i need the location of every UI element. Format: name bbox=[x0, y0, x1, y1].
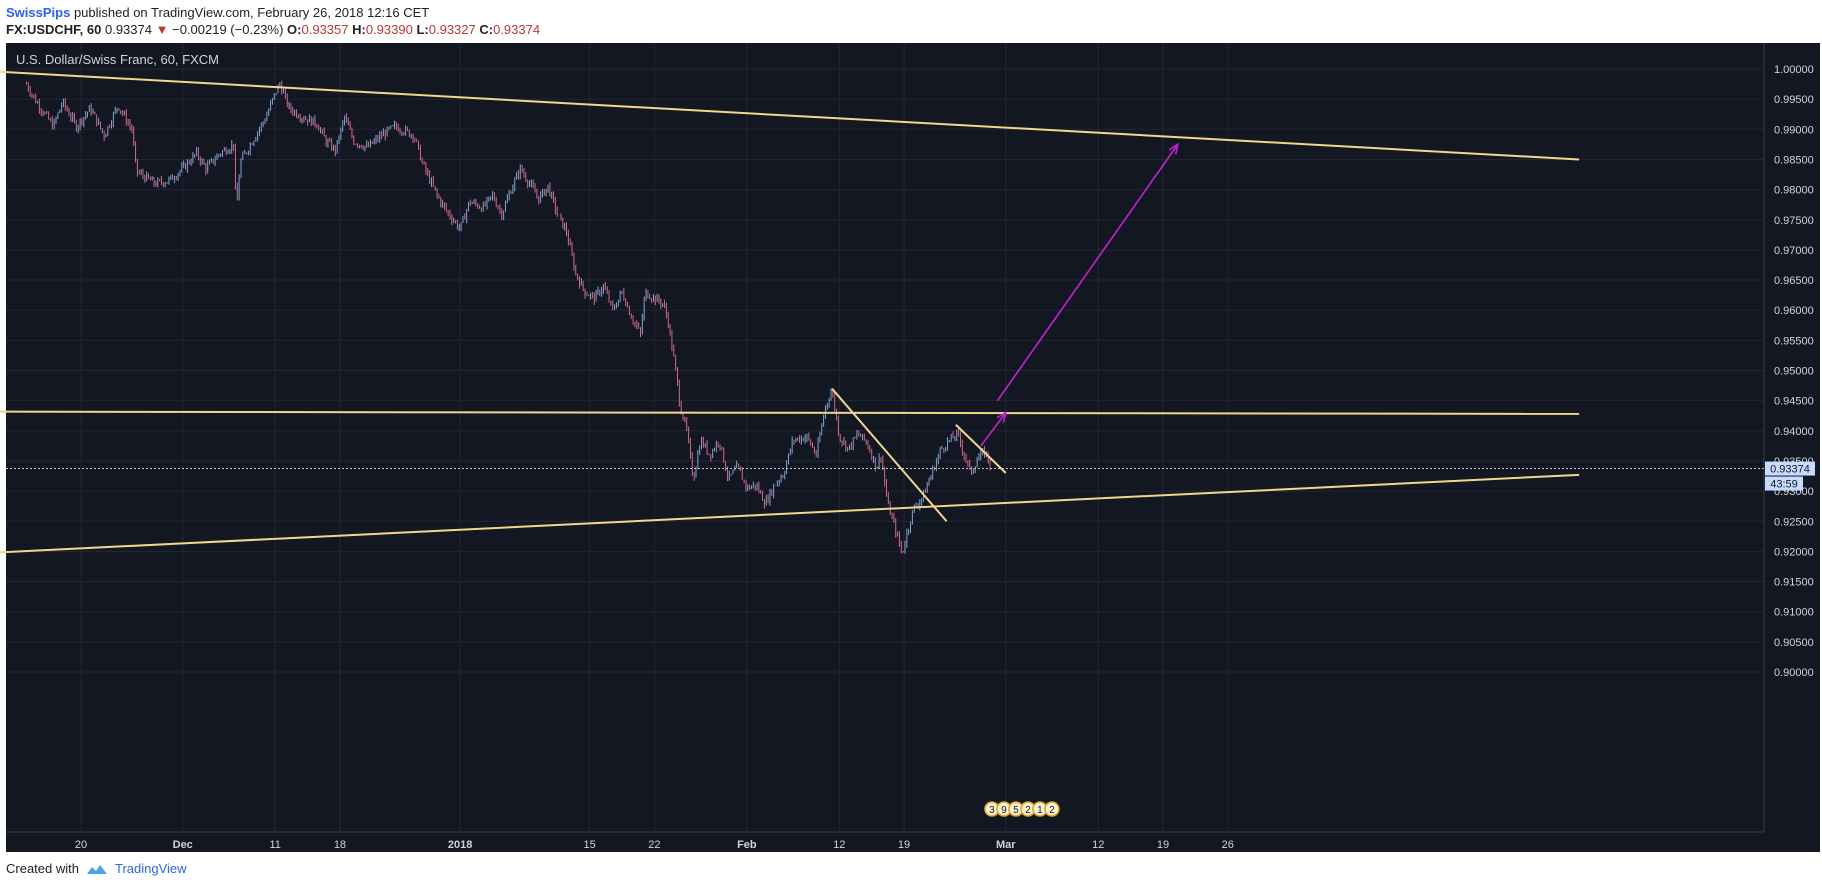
price-tick-label: 0.95500 bbox=[1774, 335, 1814, 347]
current-price-tag: 0.93374 43:59 bbox=[1765, 461, 1815, 491]
created-with-label: Created with bbox=[6, 861, 79, 876]
projection-arrow bbox=[980, 412, 1007, 447]
price-tick-label: 0.94500 bbox=[1774, 396, 1814, 408]
price-tick-label: 0.94000 bbox=[1774, 426, 1814, 438]
arrowhead bbox=[1168, 142, 1179, 155]
event-marker-count: 3 bbox=[989, 805, 995, 816]
trendline bbox=[955, 424, 1007, 474]
chart-canvas-background bbox=[6, 43, 1820, 852]
tradingview-link[interactable]: TradingView bbox=[114, 861, 187, 876]
time-tick-label: 19 bbox=[1157, 839, 1169, 851]
price-tick-label: 0.99000 bbox=[1774, 124, 1814, 136]
time-tick-label: 26 bbox=[1222, 839, 1234, 851]
time-tick-label: 15 bbox=[584, 839, 596, 851]
down-arrow-icon: ▼ bbox=[155, 22, 169, 37]
candles-layer bbox=[25, 80, 991, 554]
event-marker-count: 5 bbox=[1013, 805, 1019, 816]
time-axis[interactable]: 20 Dec 11 18 2018 15 22 Feb 12 19 Mar 12 19 26 bbox=[75, 839, 1234, 851]
chart-grid bbox=[6, 43, 1764, 832]
event-marker-count: 2 bbox=[1049, 805, 1055, 816]
price-tick-label: 0.91500 bbox=[1774, 577, 1814, 589]
low-value: 0.93327 bbox=[428, 22, 476, 37]
open-value: 0.93357 bbox=[301, 22, 349, 37]
price-tag-box bbox=[1765, 461, 1815, 476]
price-tick-label: 0.99500 bbox=[1774, 94, 1814, 106]
price-tick-label: 0.90500 bbox=[1774, 637, 1814, 649]
event-marker-count: 2 bbox=[1025, 805, 1031, 816]
high-label: H: bbox=[352, 22, 366, 37]
open-label: O: bbox=[287, 22, 302, 37]
low-label: L: bbox=[416, 22, 429, 37]
price-tick-label: 0.90000 bbox=[1774, 667, 1814, 679]
time-tick-label: 18 bbox=[334, 839, 346, 851]
time-tick-label: Mar bbox=[996, 839, 1016, 851]
event-marker-count: 9 bbox=[1001, 805, 1007, 816]
header-bar: SwissPips published on TradingView.com, … bbox=[0, 0, 1822, 42]
projection-arrow bbox=[996, 143, 1179, 402]
footer: Created with TradingView bbox=[6, 861, 187, 876]
trendline bbox=[0, 473, 1580, 554]
event-marker bbox=[1044, 801, 1060, 817]
price-tick-label: 0.95000 bbox=[1774, 366, 1814, 378]
time-tick-label: 22 bbox=[648, 839, 660, 851]
price-tag-value: 0.93374 bbox=[1770, 464, 1810, 476]
price-tick-label: 0.98000 bbox=[1774, 185, 1814, 197]
symbol-label: FX:USDCHF, 60 bbox=[6, 22, 102, 37]
arrows-layer bbox=[980, 142, 1179, 447]
close-label: C: bbox=[479, 22, 494, 37]
time-tick-label: Feb bbox=[737, 839, 757, 851]
price-tick-label: 0.96500 bbox=[1774, 275, 1814, 287]
tradingview-cloud-icon bbox=[86, 864, 107, 874]
time-tick-label: 19 bbox=[898, 839, 910, 851]
drawings-layer bbox=[0, 70, 1764, 554]
price-tick-label: 0.97500 bbox=[1774, 215, 1814, 227]
time-tick-label: Dec bbox=[173, 839, 193, 851]
last-price: 0.93374 bbox=[104, 22, 152, 37]
chart-title: U.S. Dollar/Swiss Franc, 60, FXCM bbox=[16, 52, 219, 67]
published-text: published on TradingView.com, February 2… bbox=[73, 5, 430, 20]
time-tick-label: 20 bbox=[75, 839, 87, 851]
event-marker-count: 1 bbox=[1037, 805, 1043, 816]
time-tick-label: 2018 bbox=[448, 839, 472, 851]
price-tick-label: 1.00000 bbox=[1774, 64, 1814, 76]
time-tick-label: 12 bbox=[833, 839, 845, 851]
price-tick-label: 0.92000 bbox=[1774, 546, 1814, 558]
price-tick-label: 0.96000 bbox=[1774, 305, 1814, 317]
ohlc-row: FX:USDCHF, 60 0.93374 ▼ −0.00219 (−0.23%… bbox=[6, 22, 540, 37]
price-tick-label: 0.97000 bbox=[1774, 245, 1814, 257]
price-tick-label: 0.92500 bbox=[1774, 516, 1814, 528]
time-tick-label: 12 bbox=[1092, 839, 1104, 851]
change-value: −0.00219 (−0.23%) bbox=[172, 22, 284, 37]
arrowhead bbox=[996, 411, 1008, 423]
high-value: 0.93390 bbox=[365, 22, 413, 37]
trendline bbox=[0, 70, 1580, 161]
trendline bbox=[831, 387, 948, 522]
price-tick-label: 0.98500 bbox=[1774, 154, 1814, 166]
countdown-box bbox=[1765, 476, 1803, 491]
countdown-value: 43:59 bbox=[1770, 479, 1798, 491]
price-tick-label: 0.91000 bbox=[1774, 607, 1814, 619]
publish-info: SwissPips published on TradingView.com, … bbox=[6, 5, 429, 20]
close-value: 0.93374 bbox=[493, 22, 541, 37]
time-tick-label: 11 bbox=[269, 839, 280, 851]
trendline bbox=[0, 410, 1580, 415]
author-link[interactable]: SwissPips bbox=[6, 5, 71, 20]
price-axis[interactable]: 1.00000 0.99500 0.99000 0.98500 0.98000 0.975… bbox=[1774, 64, 1814, 679]
